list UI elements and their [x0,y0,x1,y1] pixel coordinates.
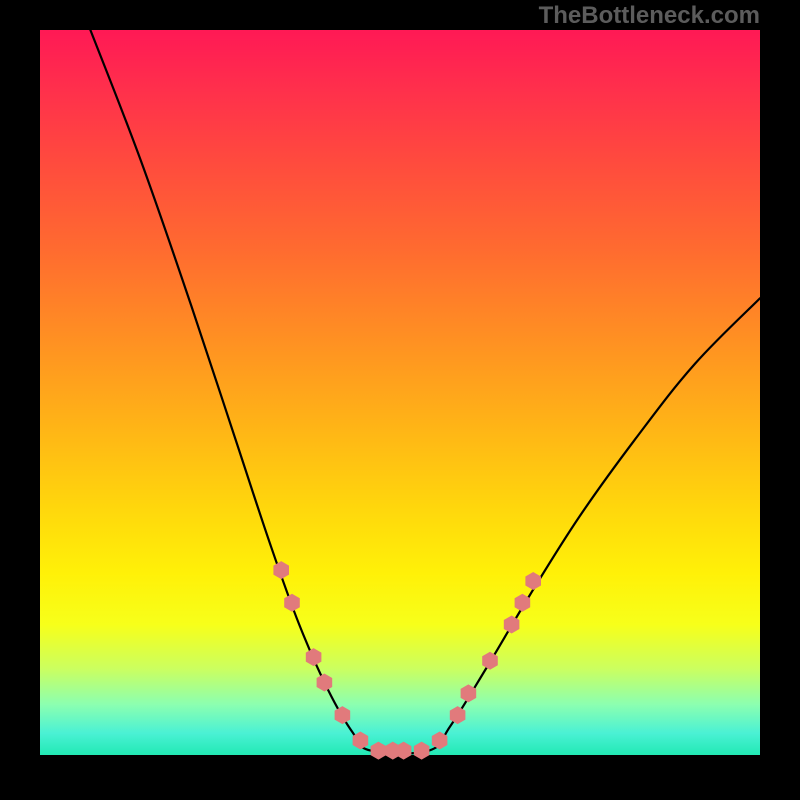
plot-background [40,30,760,755]
chart-root: TheBottleneck.com [0,0,800,800]
chart-svg [0,0,800,800]
watermark-text: TheBottleneck.com [539,2,760,30]
